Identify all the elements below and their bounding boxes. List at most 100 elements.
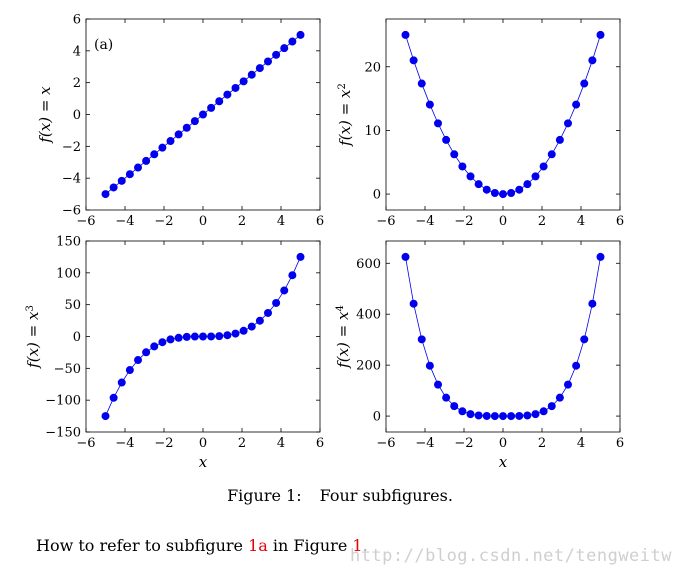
data-point: [166, 137, 175, 146]
x-tick-label: −6: [76, 436, 95, 451]
y-tick-label: −4: [62, 172, 81, 187]
series-line: [405, 34, 601, 195]
data-point: [215, 97, 224, 106]
data-point: [572, 100, 581, 109]
data-point: [450, 150, 459, 159]
x-tick-label: 4: [277, 436, 285, 451]
y-axis-label: f(x) = x3: [24, 305, 42, 369]
data-point: [117, 378, 126, 387]
data-point: [580, 335, 589, 344]
x-tick-label: −2: [154, 436, 173, 451]
y-tick-label: 0: [73, 330, 81, 345]
data-point: [474, 180, 483, 189]
data-point: [458, 162, 467, 171]
data-point: [296, 30, 305, 39]
data-point: [515, 411, 524, 420]
y-axis-label: f(x) = x: [36, 86, 54, 144]
data-point: [596, 252, 605, 261]
data-point: [150, 150, 159, 159]
data-point: [507, 412, 516, 421]
data-point: [499, 412, 507, 421]
data-point: [499, 190, 507, 199]
body-text-before: How to refer to subfigure: [36, 536, 249, 555]
data-point: [417, 79, 426, 88]
x-tick-label: 6: [316, 436, 324, 451]
subfigure-label: (a): [94, 37, 113, 53]
subplot-1: −6 −4 −2 0 2 4 6 −6 −4 −2 0 2 4 6 (a) f(x) = x: [36, 13, 324, 230]
data-point: [190, 117, 199, 126]
data-point: [255, 316, 264, 325]
data-point: [263, 57, 272, 66]
data-point: [580, 79, 589, 88]
data-point: [207, 103, 216, 112]
y-axis-label-exponent: 4: [335, 305, 346, 311]
data-point: [547, 402, 556, 411]
data-point: [125, 366, 134, 375]
y-tick-label: 150: [56, 235, 81, 250]
x-tick-label: 6: [616, 214, 624, 229]
x-tick-label: −6: [376, 214, 395, 229]
x-tick-label: −2: [154, 214, 173, 229]
data-point: [401, 252, 410, 261]
caption-text: Four subfigures.: [319, 486, 453, 505]
series-line: [405, 256, 601, 417]
data-point: [117, 176, 126, 185]
body-text-after: .: [362, 536, 368, 555]
data-point: [247, 322, 256, 331]
data-point: [482, 411, 491, 420]
data-point: [442, 393, 451, 402]
data-point: [125, 170, 134, 179]
data-point: [490, 189, 499, 198]
data-point: [182, 332, 191, 341]
y-tick-label: −6: [62, 204, 81, 219]
data-point: [207, 332, 216, 341]
y-tick-label: −50: [54, 362, 81, 377]
data-point: [596, 30, 605, 39]
data-point: [547, 150, 556, 159]
data-point: [231, 329, 240, 338]
data-point: [442, 135, 451, 144]
data-point: [539, 162, 548, 171]
data-point: [288, 271, 297, 280]
data-point: [490, 412, 499, 421]
x-tick-label: −2: [454, 214, 473, 229]
data-point: [539, 407, 548, 416]
x-tick-label: −4: [115, 436, 134, 451]
subfigure-reference-link[interactable]: 1a: [248, 536, 268, 555]
data-point: [474, 411, 483, 420]
data-point: [158, 338, 167, 347]
y-axis-label-exponent: 2: [337, 83, 348, 89]
x-tick-label: 0: [499, 436, 507, 451]
data-point: [247, 70, 256, 79]
y-axis-label-exponent: 3: [25, 305, 36, 311]
data-point: [182, 123, 191, 132]
data-point: [263, 308, 272, 317]
data-point: [134, 163, 143, 172]
y-tick-label: 200: [356, 359, 381, 374]
y-tick-label: 2: [73, 76, 81, 91]
x-tick-label: 6: [316, 214, 324, 229]
data-point: [199, 110, 207, 119]
data-point: [231, 83, 240, 92]
y-tick-label: 100: [56, 266, 81, 281]
data-point: [425, 361, 434, 370]
y-axis-label: f(x) = x4: [334, 305, 352, 369]
y-tick-label: 10: [364, 124, 381, 139]
data-point: [199, 332, 207, 341]
data-point: [531, 410, 540, 419]
x-tick-label: 2: [538, 436, 546, 451]
x-tick-label: 4: [577, 214, 585, 229]
x-tick-label: 4: [277, 214, 285, 229]
caption-label: Figure 1:: [227, 486, 302, 505]
data-point: [215, 332, 224, 341]
y-tick-label: −150: [45, 426, 81, 441]
y-tick-label: 0: [373, 188, 381, 203]
data-point: [458, 407, 467, 416]
y-tick-label: 0: [373, 410, 381, 425]
data-point: [466, 410, 475, 419]
x-tick-label: −4: [115, 214, 134, 229]
figure-reference-link[interactable]: 1: [352, 536, 363, 555]
plot-frame: [385, 18, 621, 211]
y-tick-label: 6: [73, 13, 81, 28]
data-point: [101, 190, 110, 199]
